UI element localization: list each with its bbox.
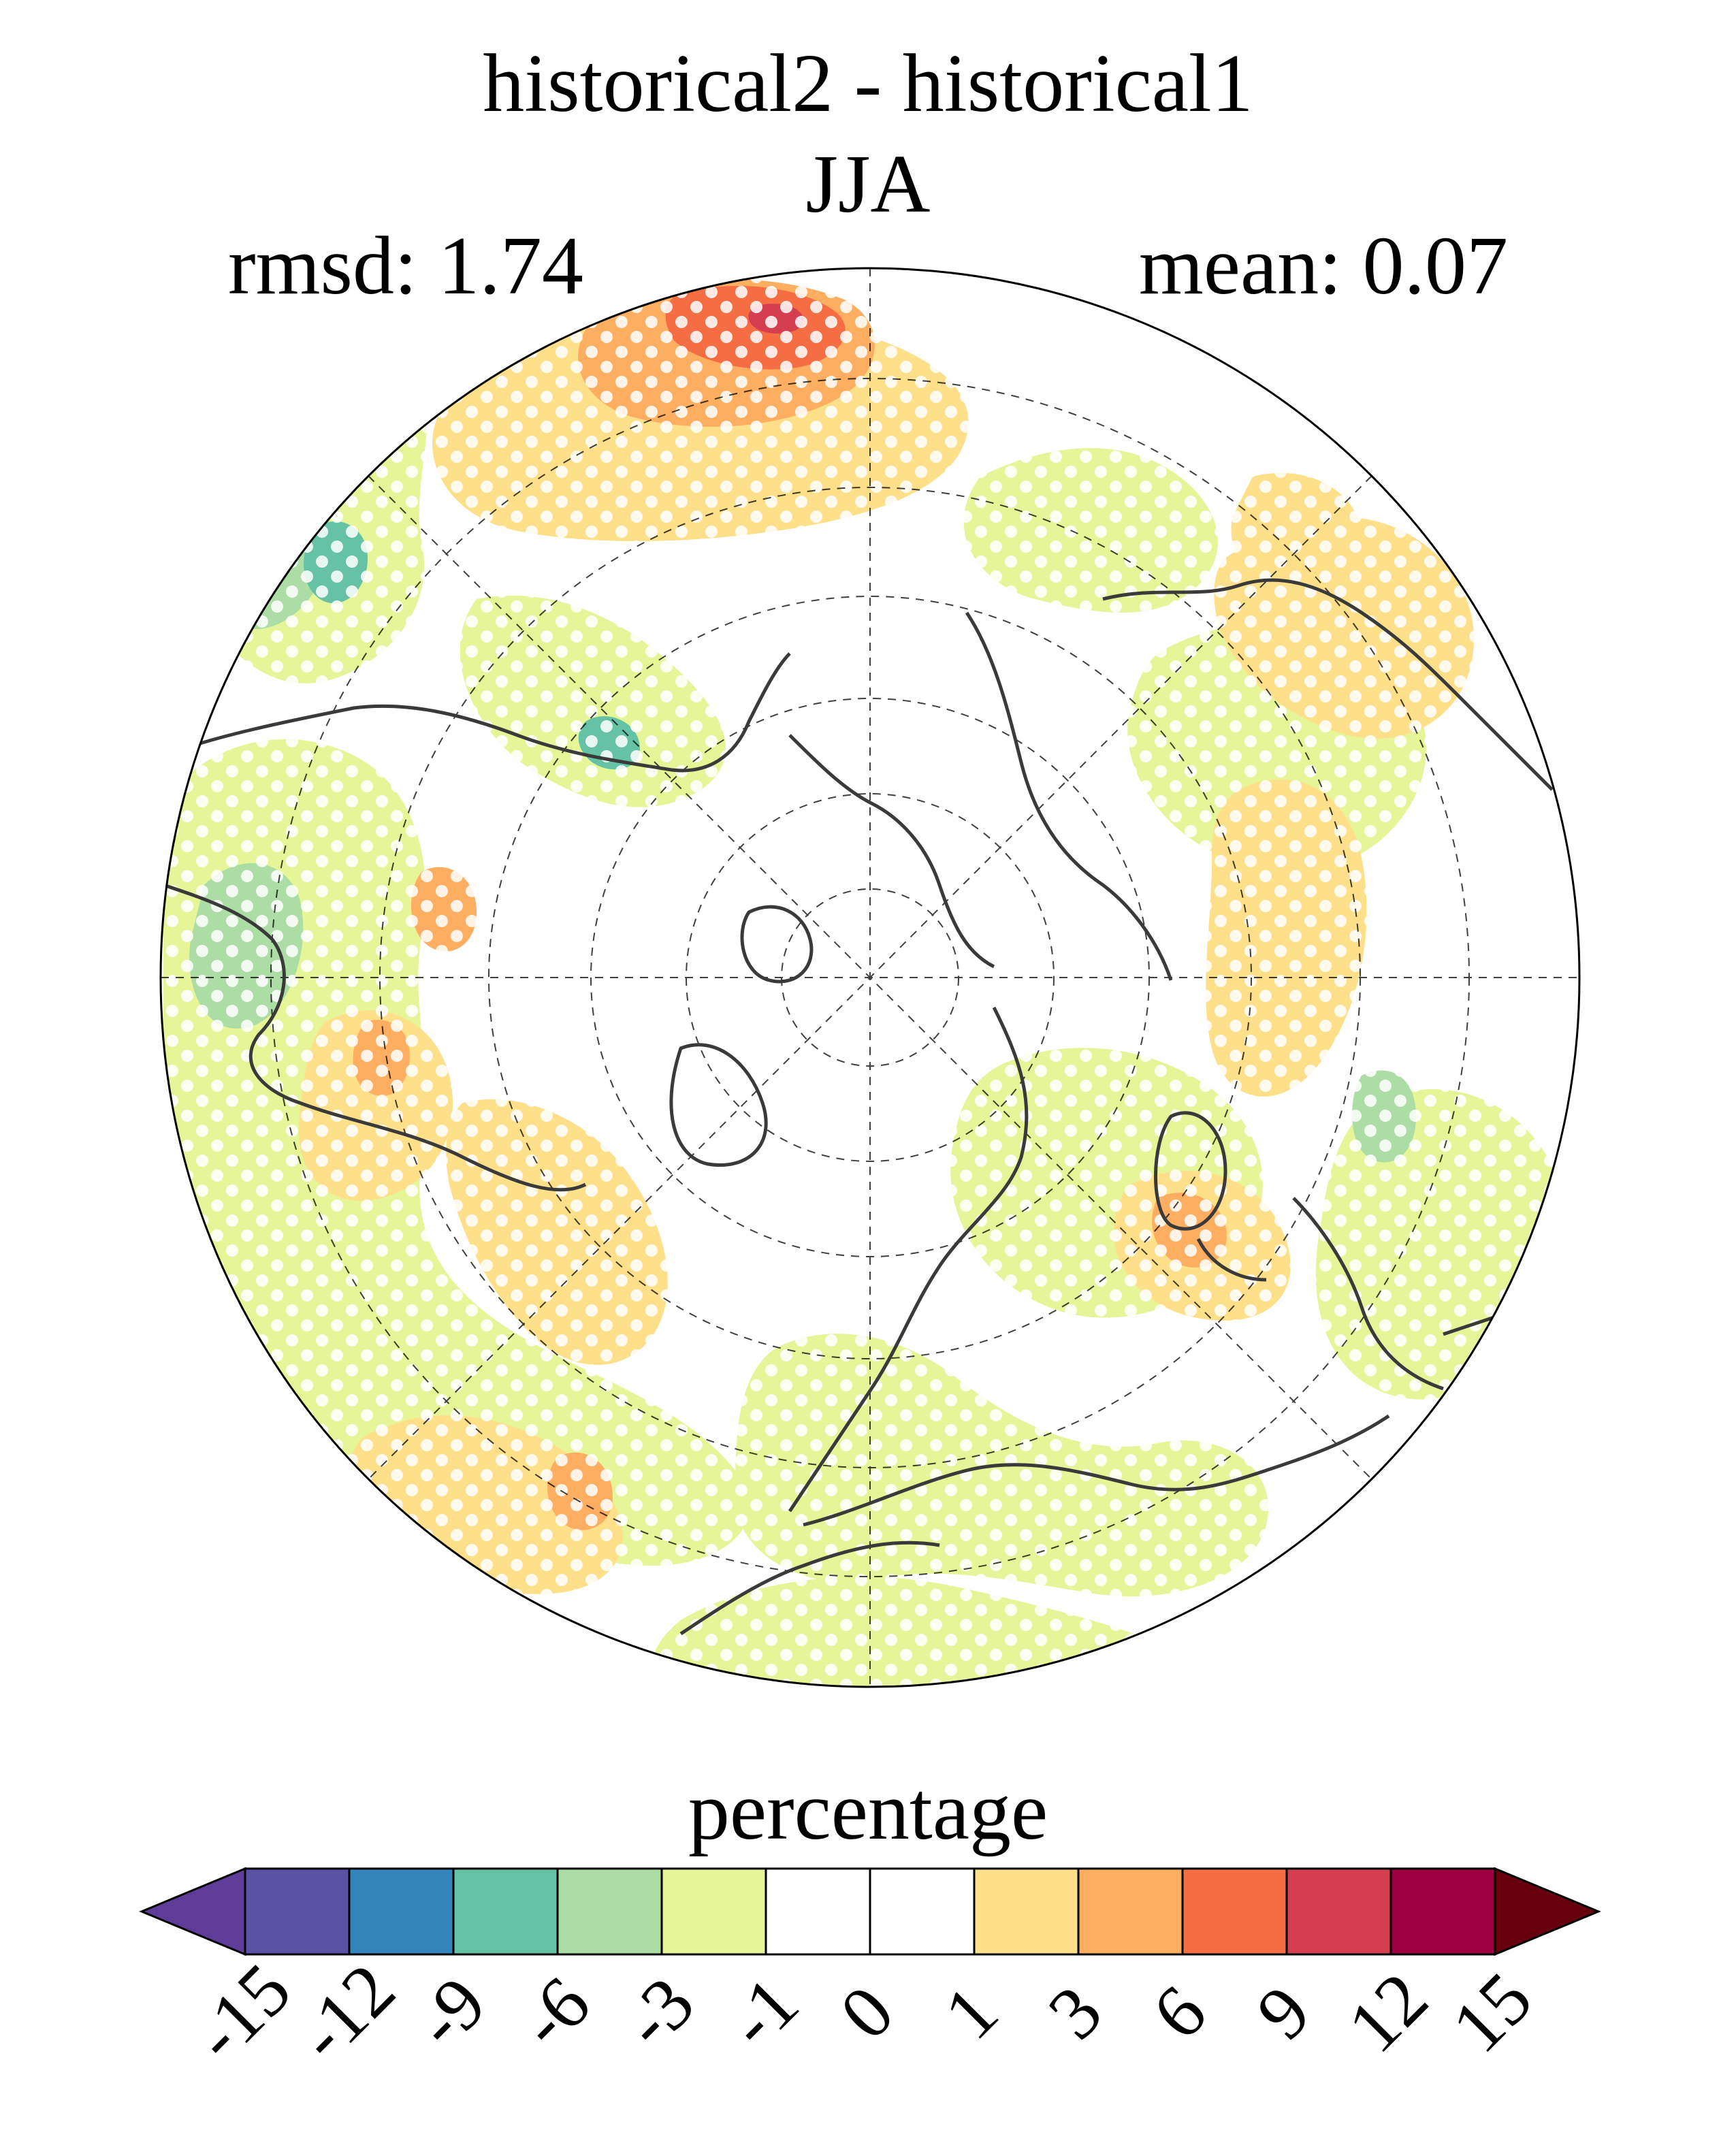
coastlines [163,578,1566,1636]
colorbar-tick-label: -1 [711,1961,814,2064]
colorbar-bin [660,1867,767,1956]
colorbar-extend-low [139,1867,246,1956]
map-boundary [159,267,1581,1688]
colorbar-tick-label: -9 [399,1961,502,2064]
rmsd-stat: rmsd: 1.74 [228,220,583,312]
colorbar-bin [973,1867,1080,1956]
colorbar-bin [1285,1867,1392,1956]
colorbar-bin [348,1867,455,1956]
colorbar-tick-label: 15 [1436,1956,1547,2068]
colorbar-tick-label: 0 [824,1969,909,2054]
colorbar-bin [1077,1867,1184,1956]
colorbar-tick-label: 9 [1240,1969,1325,2054]
colorbar-bin [869,1867,976,1956]
colorbar-label: percentage [688,1765,1048,1857]
colorbar-bin [452,1867,559,1956]
colorbar-tick-label: 1 [928,1969,1013,2054]
colorbar-tick-label: 3 [1032,1969,1117,2054]
colorbar-bin [556,1867,663,1956]
mean-stat: mean: 0.07 [1138,220,1508,312]
colorbar-bin [1389,1867,1496,1956]
colorbar-tick-label: 6 [1136,1969,1221,2054]
colorbar-extend-high [1494,1867,1601,1956]
colorbar-bin [765,1867,871,1956]
map-title: historical2 - historical1 [483,37,1253,129]
anomaly-field [161,268,1579,1687]
colorbar-tick-label: -12 [281,1948,411,2077]
colorbar-bin [1181,1867,1288,1956]
colorbar-tick-label: -6 [503,1961,606,2064]
colorbar-tick-label: 12 [1332,1956,1443,2068]
colorbar-tick-label: -3 [607,1961,710,2064]
graticule [161,268,1579,1687]
map-subtitle: JJA [805,138,931,230]
colorbar-bin [244,1867,351,1956]
